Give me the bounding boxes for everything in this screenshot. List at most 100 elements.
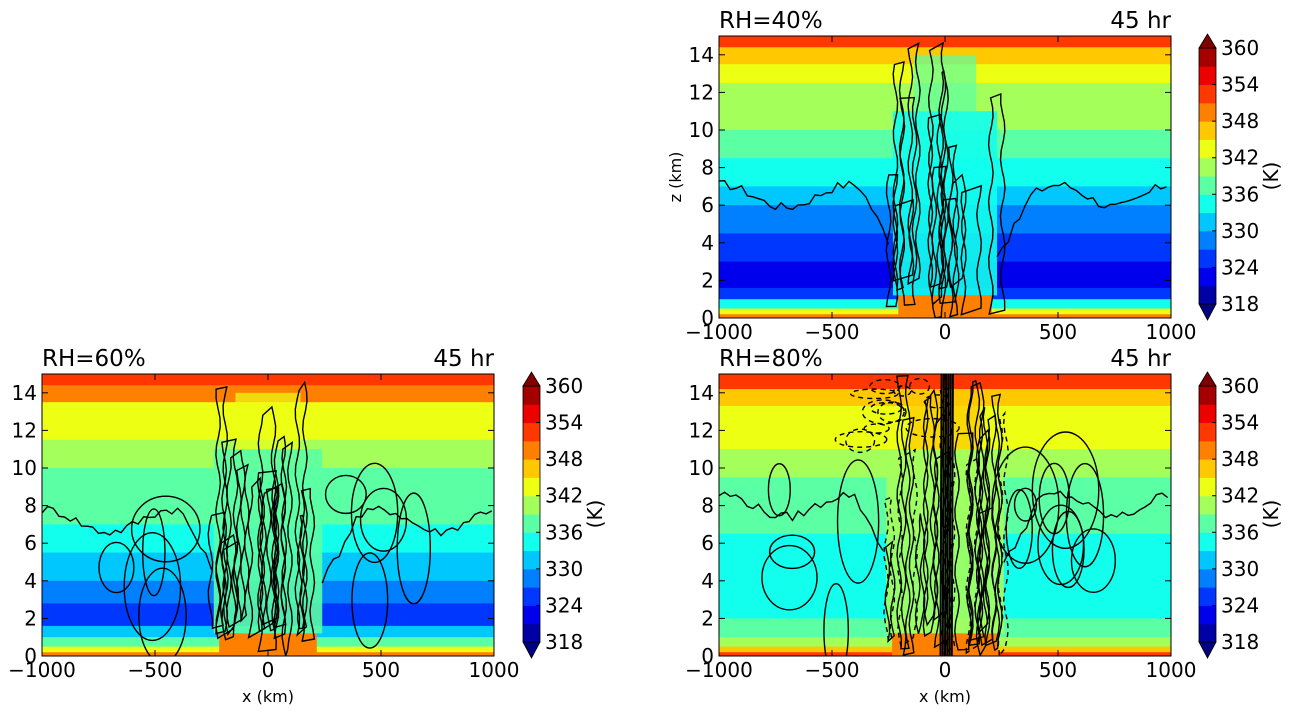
y-tick-label: 0 [24, 644, 37, 668]
x-tick-label: 500 [1039, 658, 1077, 682]
x-tick-label: 500 [362, 658, 400, 682]
colorbar-tick-label: 360 [545, 374, 583, 398]
colorbar-segment [1199, 176, 1216, 195]
colorbar-segment [1199, 212, 1216, 232]
cell-contour [324, 474, 367, 515]
updraft-contour [927, 41, 947, 306]
x-tick-label: −1000 [8, 658, 76, 682]
colorbar-max-arrow [1198, 371, 1217, 387]
colorbar-tick-label: 354 [545, 411, 583, 435]
updraft-contour [977, 406, 989, 635]
colorbar-tick-label: 360 [1221, 374, 1259, 398]
x-tick-label: 0 [939, 320, 952, 344]
y-tick-label: 2 [701, 268, 714, 292]
downdraft-contour [863, 423, 890, 434]
colorbar-segment [1199, 230, 1216, 250]
core-surface [219, 633, 317, 656]
colorbar-segment [1199, 568, 1216, 588]
cell-contour [1031, 431, 1100, 550]
y-tick-label: 6 [701, 531, 714, 555]
colorbar-segment [523, 422, 540, 442]
panel-title-right: 45 hr [1110, 8, 1171, 34]
cell-contour [1013, 487, 1038, 522]
downdraft-contour [877, 401, 907, 423]
env-contour-left [42, 505, 213, 570]
w-contours [719, 374, 1169, 656]
updraft-contour [225, 449, 246, 629]
y-tick-label: 4 [24, 569, 37, 593]
colorbar-segment [1199, 440, 1216, 460]
colorbar-segment [1199, 623, 1216, 643]
updraft-contour [883, 496, 896, 643]
updraft-contour [960, 184, 983, 316]
updraft-contour [247, 476, 266, 639]
colorbar-segment [523, 605, 540, 625]
x-tick-label: 0 [939, 658, 952, 682]
colorbar-segment [523, 587, 540, 606]
x-tick-label: 1000 [1146, 658, 1197, 682]
env-contour-left [719, 179, 890, 245]
x-tick-label: −500 [128, 658, 183, 682]
updraft-contour [967, 379, 981, 647]
y-tick-label: 4 [701, 569, 714, 593]
colorbar-segment [1199, 249, 1216, 268]
y-tick-label: 10 [689, 118, 714, 142]
panel-title-left: RH=80% [719, 346, 823, 372]
colorbar-segment [523, 440, 540, 460]
theta-field [719, 374, 1171, 656]
core-region [213, 449, 323, 634]
colorbar-tick-label: 318 [545, 630, 583, 654]
downdraft-contour [909, 377, 931, 395]
x-axis-label: x (km) [919, 687, 971, 706]
y-axis-label: z (km) [666, 152, 685, 203]
cell-contour [1005, 488, 1033, 569]
colorbar-min-arrow [522, 641, 541, 659]
updraft-contour [965, 456, 980, 655]
colorbar-segment [1199, 587, 1216, 606]
colorbar-segment [523, 568, 540, 588]
x-tick-label: 1000 [1146, 320, 1197, 344]
cell-contour [138, 567, 187, 656]
updraft-contour [922, 388, 939, 627]
updraft-contour [272, 482, 287, 629]
x-tick-label: −500 [805, 658, 860, 682]
central-contour [946, 374, 950, 656]
updraft-contour [987, 92, 1006, 316]
y-tick-label: 6 [24, 531, 37, 555]
y-tick-label: 12 [689, 418, 714, 442]
cell-contour [1065, 462, 1105, 568]
colorbar-frame [522, 385, 541, 643]
y-tick-label: 14 [12, 381, 37, 405]
x-tick-label: −1000 [685, 320, 753, 344]
panel-title-left: RH=40% [719, 8, 823, 34]
cell-contour [130, 495, 201, 563]
w-contours [42, 380, 493, 656]
colorbar-tick-label: 336 [545, 520, 583, 544]
updraft-contour [991, 393, 1003, 652]
central-contour [950, 374, 954, 656]
downdraft-contour [861, 399, 905, 425]
y-tick-label: 4 [701, 231, 714, 255]
colorbar-segment [1199, 550, 1216, 570]
y-tick-label: 12 [689, 80, 714, 104]
updraft-contour [885, 173, 899, 308]
colorbar-tick-label: 318 [1221, 630, 1259, 654]
updraft-contour [296, 514, 308, 630]
colorbar-segment [1199, 48, 1216, 67]
colorbar-segment [523, 532, 540, 552]
central-contour [944, 374, 948, 656]
colorbar-segment [1199, 459, 1216, 478]
colorbar-segment [1199, 157, 1216, 177]
colorbar-tick-label: 330 [545, 557, 583, 581]
updraft-contour [235, 463, 250, 623]
updraft-contour [966, 381, 985, 642]
x-tick-label: 500 [1039, 320, 1077, 344]
cell-contour [396, 492, 432, 605]
colorbar-min-arrow [1198, 641, 1217, 659]
x-tick-label: 1000 [469, 658, 520, 682]
downdraft-contour [849, 388, 899, 400]
colorbar-label: (K) [583, 500, 607, 529]
central-contour [948, 374, 952, 656]
colorbar-tick-label: 360 [1221, 36, 1259, 60]
